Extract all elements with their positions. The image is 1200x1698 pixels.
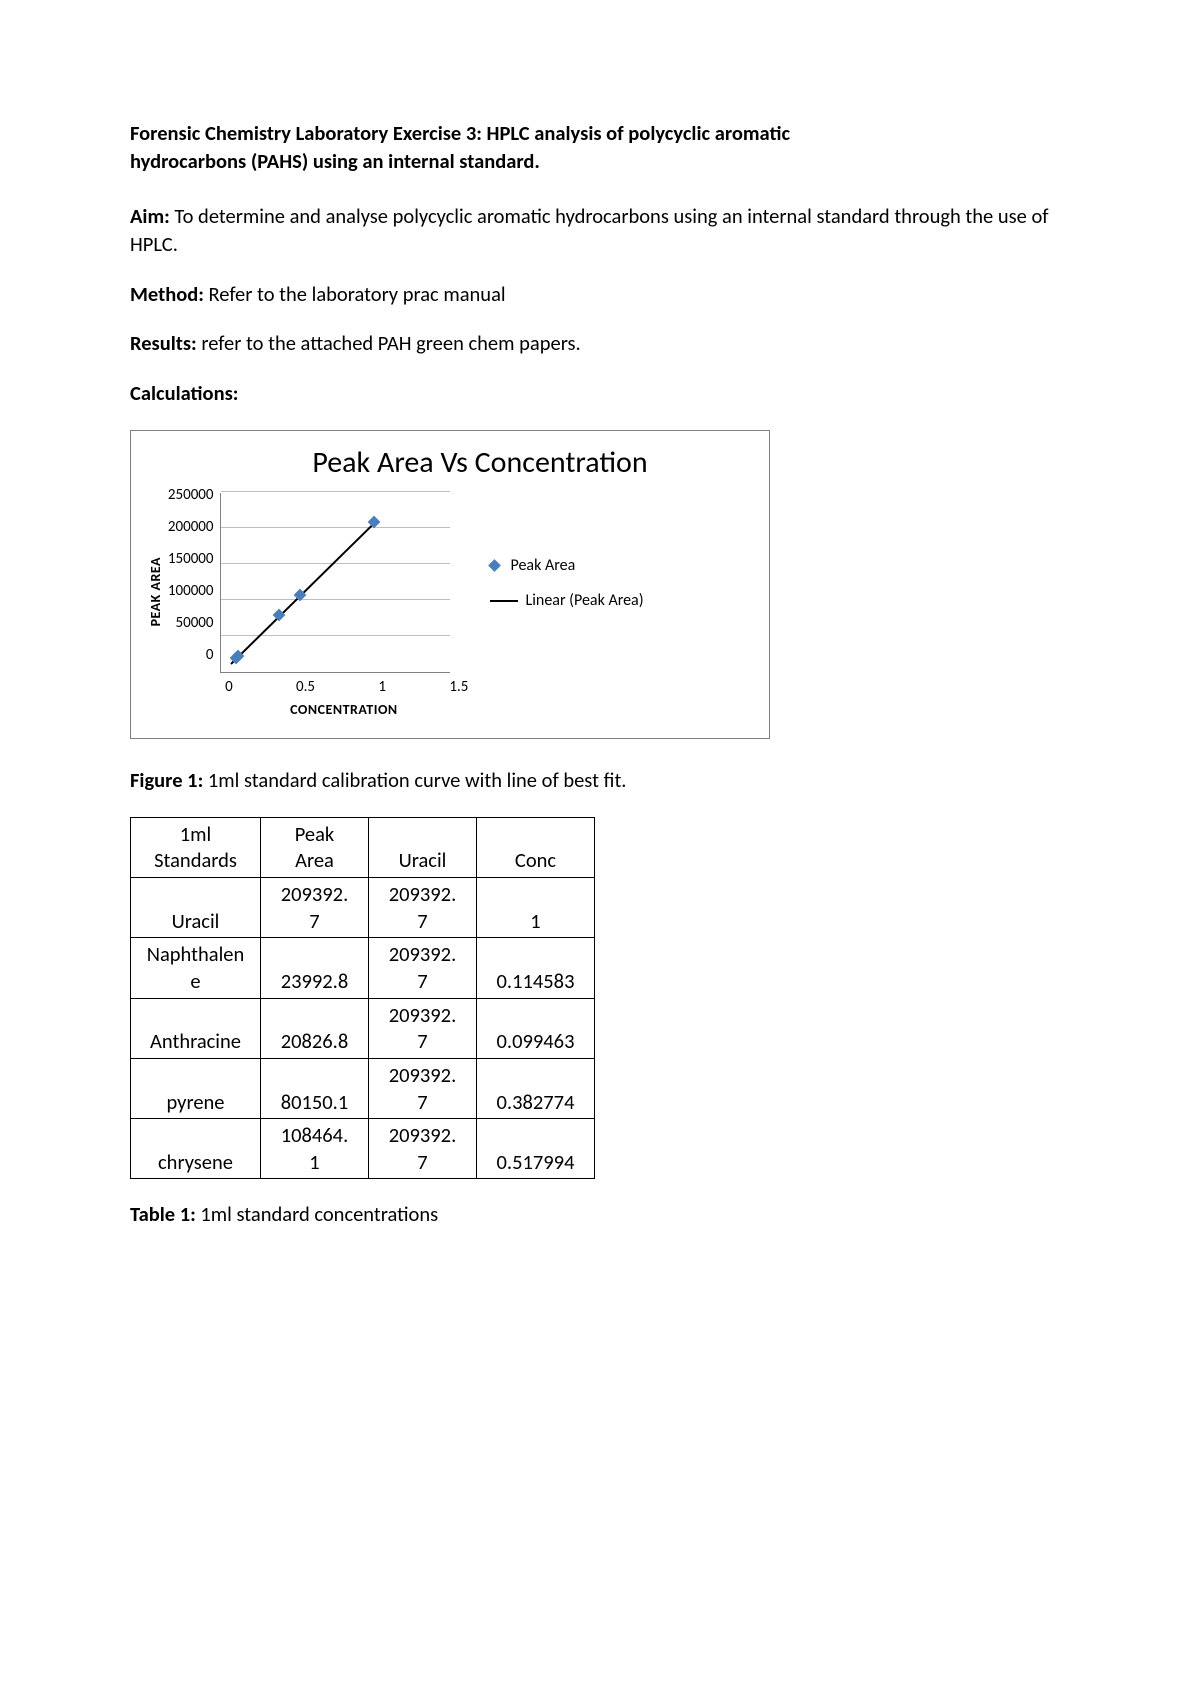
chart-title: Peak Area Vs Concentration	[145, 443, 755, 484]
x-ticks: 00.511.5	[229, 673, 459, 693]
line-icon	[490, 600, 518, 602]
table-cell: 0.382774	[477, 1058, 595, 1118]
y-tick-label: 250000	[168, 485, 214, 505]
table-cell: 0.099463	[477, 998, 595, 1058]
x-tick-label: 0	[225, 677, 233, 697]
aim-section: Aim: To determine and analyse polycyclic…	[130, 203, 1070, 258]
y-axis-label: PEAK AREA	[145, 557, 168, 626]
table-header-cell: Conc	[477, 817, 595, 877]
method-section: Method: Refer to the laboratory prac man…	[130, 281, 1070, 309]
table-header-cell: 1mlStandards	[131, 817, 261, 877]
title-line-2: hydrocarbons (PAHS) using an internal st…	[130, 148, 1070, 176]
table-cell: 209392.7	[369, 1119, 477, 1179]
table-cell: 0.517994	[477, 1119, 595, 1179]
table-cell: 108464.1	[261, 1119, 369, 1179]
table-cell: chrysene	[131, 1119, 261, 1179]
calculations-section: Calculations:	[130, 380, 1070, 408]
table-header-cell: PeakArea	[261, 817, 369, 877]
table-cell: 209392.7	[369, 878, 477, 938]
table-caption-label: Table 1:	[130, 1201, 196, 1227]
figure-caption: Figure 1: 1ml standard calibration curve…	[130, 767, 650, 795]
y-tick-label: 200000	[168, 517, 214, 537]
method-text: Refer to the laboratory prac manual	[204, 281, 506, 307]
figure-caption-label: Figure 1:	[130, 767, 203, 793]
table-cell: Uracil	[131, 878, 261, 938]
table-header-cell: Uracil	[369, 817, 477, 877]
figure-caption-text: 1ml standard calibration curve with line…	[203, 767, 626, 793]
diamond-marker-icon	[488, 559, 501, 572]
results-text: refer to the attached PAH green chem pap…	[197, 330, 581, 356]
aim-text: To determine and analyse polycyclic arom…	[130, 203, 1049, 257]
method-label: Method:	[130, 281, 204, 307]
table-cell: 1	[477, 878, 595, 938]
y-tick-label: 50000	[176, 613, 214, 633]
document-title: Forensic Chemistry Laboratory Exercise 3…	[130, 120, 1070, 175]
table-cell: 0.114583	[477, 938, 595, 998]
chart-container: Peak Area Vs Concentration PEAK AREA 250…	[130, 430, 770, 739]
title-line-1: Forensic Chemistry Laboratory Exercise 3…	[130, 120, 1070, 148]
gridline	[221, 599, 450, 600]
legend-trend-label: Linear (Peak Area)	[526, 590, 644, 612]
table-caption-text: 1ml standard concentrations	[196, 1201, 438, 1227]
results-label: Results:	[130, 330, 197, 356]
chart-body: PEAK AREA 250000200000150000100000500000…	[145, 493, 755, 720]
y-ticks: 250000 200000 150000 100000 50000 0	[168, 485, 220, 665]
chart-legend: Peak Area Linear (Peak Area)	[450, 541, 644, 626]
table-cell: pyrene	[131, 1058, 261, 1118]
table-cell: 80150.1	[261, 1058, 369, 1118]
table-cell: 23992.8	[261, 938, 369, 998]
table-caption: Table 1: 1ml standard concentrations	[130, 1201, 1070, 1229]
legend-trend: Linear (Peak Area)	[490, 590, 644, 612]
table-cell: 20826.8	[261, 998, 369, 1058]
x-tick-label: 1	[378, 677, 386, 697]
gridline	[221, 635, 450, 636]
gridline	[221, 563, 450, 564]
x-tick-label: 0.5	[296, 677, 315, 697]
table-cell: Naphthalene	[131, 938, 261, 998]
y-tick-label: 0	[206, 645, 214, 665]
table-cell: 209392.7	[369, 938, 477, 998]
table-cell: 209392.7	[369, 998, 477, 1058]
results-section: Results: refer to the attached PAH green…	[130, 330, 1070, 358]
legend-series: Peak Area	[490, 555, 644, 577]
gridline	[221, 527, 450, 528]
y-tick-label: 100000	[168, 581, 214, 601]
table-cell: 209392.7	[261, 878, 369, 938]
y-tick-label: 150000	[168, 549, 214, 569]
x-axis-label: CONCENTRATION	[229, 693, 459, 720]
gridline	[221, 491, 450, 492]
calculations-label: Calculations:	[130, 380, 238, 406]
aim-label: Aim:	[130, 203, 170, 229]
data-table: 1mlStandardsPeakAreaUracilConcUracil2093…	[130, 817, 595, 1180]
x-tick-label: 1.5	[449, 677, 468, 697]
table-cell: Anthracine	[131, 998, 261, 1058]
legend-series-label: Peak Area	[511, 555, 576, 577]
table-cell: 209392.7	[369, 1058, 477, 1118]
plot-area	[220, 493, 450, 673]
